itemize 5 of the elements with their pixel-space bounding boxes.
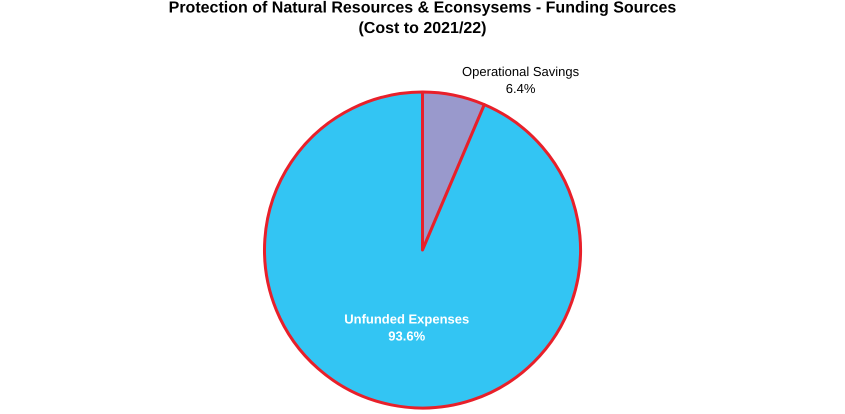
slice-label: Unfunded Expenses xyxy=(344,311,470,326)
data-label: 6.4% xyxy=(506,80,536,96)
chart-title: Protection of Natural Resources & Econsysems - Funding Sources (Cost to 2021/22) xyxy=(168,0,676,38)
slice-label: Operational Savings xyxy=(462,64,580,79)
data-label: 93.6% xyxy=(388,328,426,344)
